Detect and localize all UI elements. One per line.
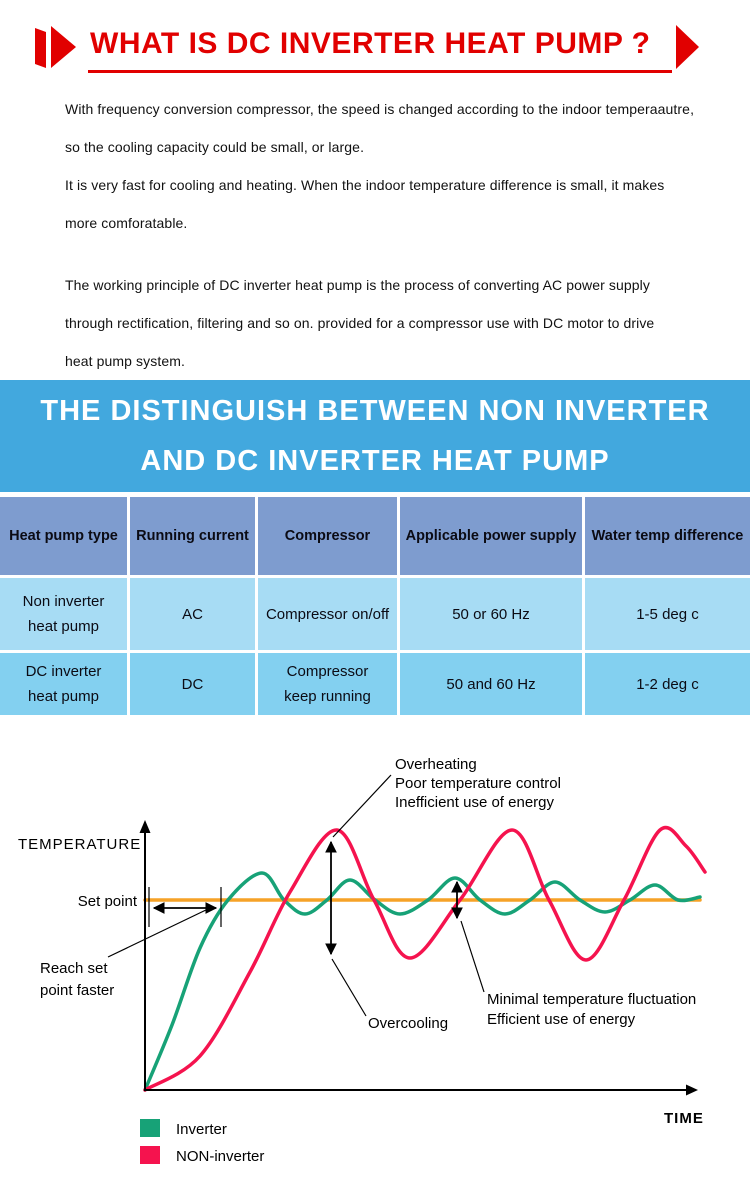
table-cell: Non inverter heat pump [0, 578, 127, 650]
intro-line: It is very fast for cooling and heating.… [65, 177, 665, 193]
cell-line: Compressor [286, 663, 369, 680]
y-axis-arrowhead [139, 820, 151, 833]
intro-line: so the cooling capacity could be small, … [65, 139, 365, 155]
legend-label-inverter: Inverter [176, 1121, 227, 1138]
table-header-cell: Heat pump type [0, 497, 127, 575]
table-cell: 50 or 60 Hz [400, 578, 582, 650]
table-cell: Compressor keep running [258, 653, 397, 715]
x-axis-label: TIME [664, 1110, 704, 1127]
overcooling-leader-line [331, 958, 367, 1017]
legend-label-non-inverter: NON-inverter [176, 1148, 264, 1165]
minimal-leader-line [460, 920, 485, 993]
table-cell: 1-5 deg c [585, 578, 750, 650]
inverter-curve [143, 871, 702, 1092]
cell-line: 50 or 60 Hz [452, 605, 530, 623]
cell-line: Non inverter [22, 593, 105, 610]
chart-axes [144, 830, 688, 1091]
overheating-leader-line [332, 774, 392, 838]
header-label: Water temp difference [591, 527, 744, 544]
comparison-table: Heat pump type Running current Compresso… [0, 497, 750, 715]
banner-line-1: THE DISTINGUISH BETWEEN NON INVERTER [40, 395, 710, 427]
table-cell: 1-2 deg c [585, 653, 750, 715]
cell-line: heat pump [28, 618, 99, 635]
table-cell: DC inverter heat pump [0, 653, 127, 715]
title-underline [88, 70, 672, 73]
cell-line: 1-5 deg c [636, 605, 699, 623]
header-label: Running current [136, 527, 249, 544]
table-cell: AC [130, 578, 255, 650]
intro-line: The working principle of DC inverter hea… [65, 277, 650, 293]
banner-line-2: AND DC INVERTER HEAT PUMP [140, 445, 610, 477]
paragraph-gap [65, 242, 730, 266]
set-point-label: Set point [78, 893, 138, 910]
header-label: Compressor [284, 527, 371, 544]
y-axis-label: TEMPERATURE [18, 836, 141, 853]
cell-line: DC [181, 675, 204, 693]
temperature-chart: TEMPERATURE TIME Set point Reach set poi… [18, 756, 707, 1165]
overheating-label-line3: Inefficient use of energy [395, 794, 554, 811]
overheating-label-line2: Poor temperature control [395, 775, 561, 792]
cell-line: DC inverter [25, 663, 102, 680]
table-header-cell: Running current [130, 497, 255, 575]
intro-line: heat pump system. [65, 353, 185, 369]
cell-line: AC [182, 605, 203, 623]
x-axis-arrowhead [686, 1084, 698, 1096]
intro-line: With frequency conversion compressor, th… [65, 101, 695, 117]
intro-line: through rectification, filtering and so … [65, 315, 655, 331]
table-header-cell: Applicable power supply [400, 497, 582, 575]
intro-text: With frequency conversion compressor, th… [0, 80, 750, 380]
red-flag-icon [35, 26, 76, 68]
header-label: Heat pump type [9, 527, 118, 544]
reach-set-point-label-line2: point faster [40, 982, 114, 999]
cell-line: heat pump [28, 688, 99, 705]
table-header-cell: Water temp difference [585, 497, 750, 575]
legend-swatch-inverter [140, 1119, 160, 1137]
page-title: WHAT IS DC INVERTER HEAT PUMP ? [90, 27, 651, 60]
intro-line: more comforatable. [65, 215, 188, 231]
non-inverter-curve [143, 825, 707, 1092]
cell-line: keep running [284, 688, 371, 705]
cell-line: 50 and 60 Hz [446, 675, 536, 693]
cell-line: 1-2 deg c [636, 675, 699, 693]
minimal-fluctuation-label-line2: Efficient use of energy [487, 1011, 636, 1028]
table-cell: DC [130, 653, 255, 715]
overcooling-label: Overcooling [368, 1015, 448, 1032]
reach-set-point-label-line1: Reach set [40, 960, 108, 977]
red-arrow-icon [676, 25, 699, 69]
overheating-label-line1: Overheating [395, 756, 477, 773]
reach-leader-line [107, 908, 209, 958]
table-cell: 50 and 60 Hz [400, 653, 582, 715]
cell-line: Compressor on/off [265, 605, 390, 623]
table-cell: Compressor on/off [258, 578, 397, 650]
legend-swatch-non-inverter [140, 1146, 160, 1164]
header-label: Applicable power supply [405, 527, 577, 544]
header: WHAT IS DC INVERTER HEAT PUMP ? [0, 0, 750, 80]
table-header-cell: Compressor [258, 497, 397, 575]
minimal-fluctuation-label-line1: Minimal temperature fluctuation [487, 991, 696, 1008]
section-banner: THE DISTINGUISH BETWEEN NON INVERTER AND… [0, 380, 750, 492]
